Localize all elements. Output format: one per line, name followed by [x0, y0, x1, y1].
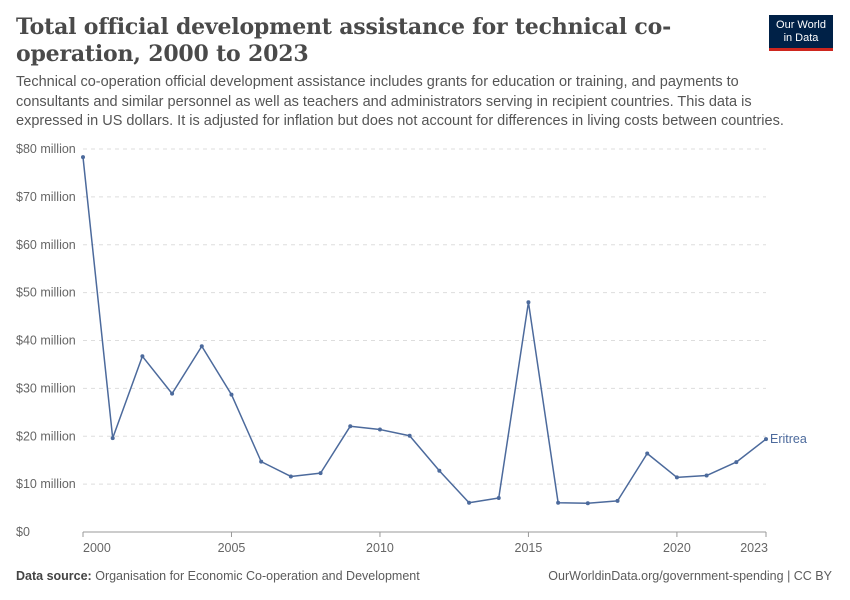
data-point-2006[interactable]	[259, 459, 264, 464]
y-tick-label: $20 million	[16, 429, 76, 443]
x-tick-label: 2010	[366, 541, 394, 555]
y-axis-ticks: $0 $10 million $20 million $30 million $40 m…	[16, 142, 76, 539]
chart-title: Total official development assistance fo…	[16, 14, 671, 67]
data-point-2015[interactable]	[526, 300, 531, 305]
data-point-2021[interactable]	[704, 473, 709, 478]
logo-line-1: Our World	[776, 19, 826, 31]
data-point-2005[interactable]	[229, 392, 234, 397]
owid-logo[interactable]: Our World in Data	[769, 15, 833, 51]
logo-line-2: in Data	[783, 32, 819, 44]
data-point-2008[interactable]	[318, 471, 323, 476]
data-point-2020[interactable]	[674, 475, 679, 480]
y-tick-label: $10 million	[16, 477, 76, 491]
data-point-2023[interactable]	[764, 437, 768, 442]
data-point-2013[interactable]	[467, 500, 472, 505]
series-line-eritrea[interactable]	[82, 157, 767, 505]
data-point-2003[interactable]	[170, 391, 175, 396]
x-tick-label: 2000	[83, 541, 111, 555]
y-tick-label: $40 million	[16, 334, 76, 348]
data-point-2010[interactable]	[377, 427, 382, 432]
footer-url-license[interactable]: OurWorldinData.org/government-spending |…	[548, 569, 832, 583]
data-point-2012[interactable]	[437, 468, 442, 473]
data-point-2011[interactable]	[407, 433, 412, 438]
chart-subtitle: Technical co-operation official developm…	[16, 74, 784, 129]
y-tick-label: $70 million	[16, 190, 76, 204]
y-tick-label: $80 million	[16, 142, 76, 156]
x-tick-label: 2020	[663, 541, 691, 555]
data-point-2018[interactable]	[615, 498, 620, 503]
data-point-2001[interactable]	[110, 436, 115, 441]
y-tick-label: $50 million	[16, 286, 76, 300]
data-point-2000[interactable]	[81, 155, 85, 160]
x-tick-label: 2005	[218, 541, 246, 555]
data-point-2022[interactable]	[734, 460, 739, 465]
data-source-label: Data source:	[16, 569, 92, 583]
data-point-2019[interactable]	[645, 451, 650, 456]
y-tick-label: $30 million	[16, 381, 76, 395]
data-point-2004[interactable]	[199, 344, 204, 349]
data-point-2009[interactable]	[348, 424, 353, 429]
data-source: Data source: Organisation for Economic C…	[16, 569, 420, 583]
data-point-2017[interactable]	[585, 501, 590, 506]
grid-lines	[83, 148, 766, 533]
data-point-2007[interactable]	[288, 474, 293, 479]
y-tick-label: $0	[16, 525, 30, 539]
data-source-text[interactable]: Organisation for Economic Co-operation a…	[95, 569, 420, 583]
data-point-2016[interactable]	[556, 500, 561, 505]
series-label-eritrea[interactable]: Eritrea	[770, 432, 807, 446]
x-axis-ticks: 2000 2005 2010 2015 2020 2023	[82, 532, 768, 555]
y-tick-label: $60 million	[16, 238, 76, 252]
series-layer: Eritrea	[81, 155, 807, 506]
data-point-2002[interactable]	[140, 354, 145, 359]
x-tick-label: 2015	[515, 541, 543, 555]
data-point-2014[interactable]	[496, 496, 501, 501]
x-tick-label: 2023	[740, 541, 768, 555]
